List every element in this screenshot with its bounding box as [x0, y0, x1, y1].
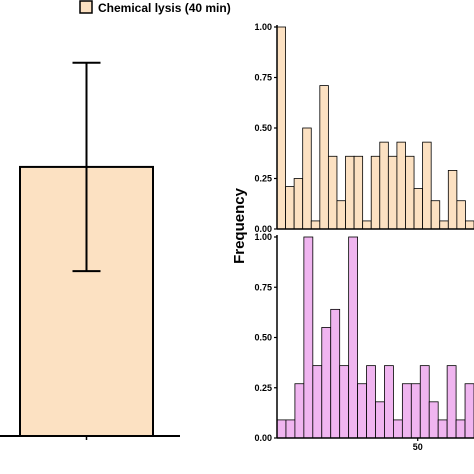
- y-tick-label: 0.25: [254, 174, 272, 184]
- histogram-bar: [285, 419, 296, 439]
- histogram-bar: [353, 155, 364, 230]
- y-tick-label: 0.00: [254, 433, 272, 443]
- histogram-bar: [428, 401, 439, 439]
- y-tick-label: 0.00: [254, 224, 272, 234]
- histogram-bar: [302, 127, 312, 230]
- histogram-bar: [348, 236, 358, 439]
- histogram-bar: [413, 188, 424, 230]
- histogram-bar: [330, 308, 341, 439]
- y-tick-label: 1.00: [254, 232, 272, 242]
- histogram-bar: [312, 365, 323, 439]
- histogram-bar: [310, 220, 321, 230]
- histogram-bar: [345, 155, 355, 230]
- y-tick-label: 0.50: [254, 123, 272, 133]
- legend-label: Chemical lysis (40 min): [98, 1, 231, 15]
- histogram-bar: [339, 365, 350, 439]
- histogram-bar: [464, 383, 474, 439]
- histogram-bar: [419, 365, 430, 439]
- histogram-bar: [327, 155, 338, 230]
- left-bar-chart: [0, 61, 180, 440]
- histogram-top: 0.00 0.25 0.50 0.75 1.00: [254, 22, 474, 234]
- histogram-bar: [455, 419, 466, 439]
- histogram-bar: [370, 155, 381, 230]
- y-tick-label: 0.50: [254, 333, 272, 343]
- y-tick-label: 0.75: [254, 73, 272, 83]
- histogram-bar: [276, 26, 286, 230]
- histogram-bar: [366, 365, 376, 439]
- y-tick-label: 0.25: [254, 383, 272, 393]
- histogram-bar: [447, 170, 458, 230]
- histogram-bar: [439, 220, 449, 230]
- histogram-bar: [336, 200, 346, 230]
- histogram-bar: [276, 419, 287, 439]
- histogram-bar: [285, 186, 295, 230]
- histogram-bar: [321, 327, 332, 439]
- y-axis-label: Frequency: [231, 187, 248, 264]
- histogram-bottom: 0.00 0.25 0.50 0.75 1.00 50: [254, 232, 474, 452]
- histogram-bar: [294, 383, 305, 439]
- histogram-bar: [401, 383, 412, 439]
- histogram-bar: [393, 419, 403, 439]
- histogram-bar: [357, 383, 367, 439]
- y-tick-label: 0.75: [254, 282, 272, 292]
- histogram-bar: [437, 419, 448, 439]
- histogram-bar: [384, 365, 394, 439]
- histogram-bar: [422, 141, 432, 230]
- legend-swatch: [79, 0, 93, 14]
- histogram-bar: [405, 155, 415, 230]
- histogram-bar: [456, 200, 466, 230]
- histogram-bar: [379, 141, 389, 230]
- histogram-bar: [430, 200, 441, 230]
- x-tick-label: 50: [413, 442, 423, 452]
- histogram-bar: [319, 85, 329, 230]
- histogram-bar: [446, 365, 457, 439]
- histogram-bar: [396, 141, 406, 230]
- histogram-bar: [387, 155, 398, 230]
- histogram-bar: [293, 178, 304, 230]
- legend: Chemical lysis (40 min): [79, 0, 231, 15]
- histogram-bar: [303, 236, 314, 439]
- histogram-bar: [465, 220, 474, 230]
- histogram-bar: [375, 401, 385, 439]
- histogram-bar: [362, 220, 372, 230]
- y-tick-label: 1.00: [254, 22, 272, 32]
- histogram-bar: [410, 383, 421, 439]
